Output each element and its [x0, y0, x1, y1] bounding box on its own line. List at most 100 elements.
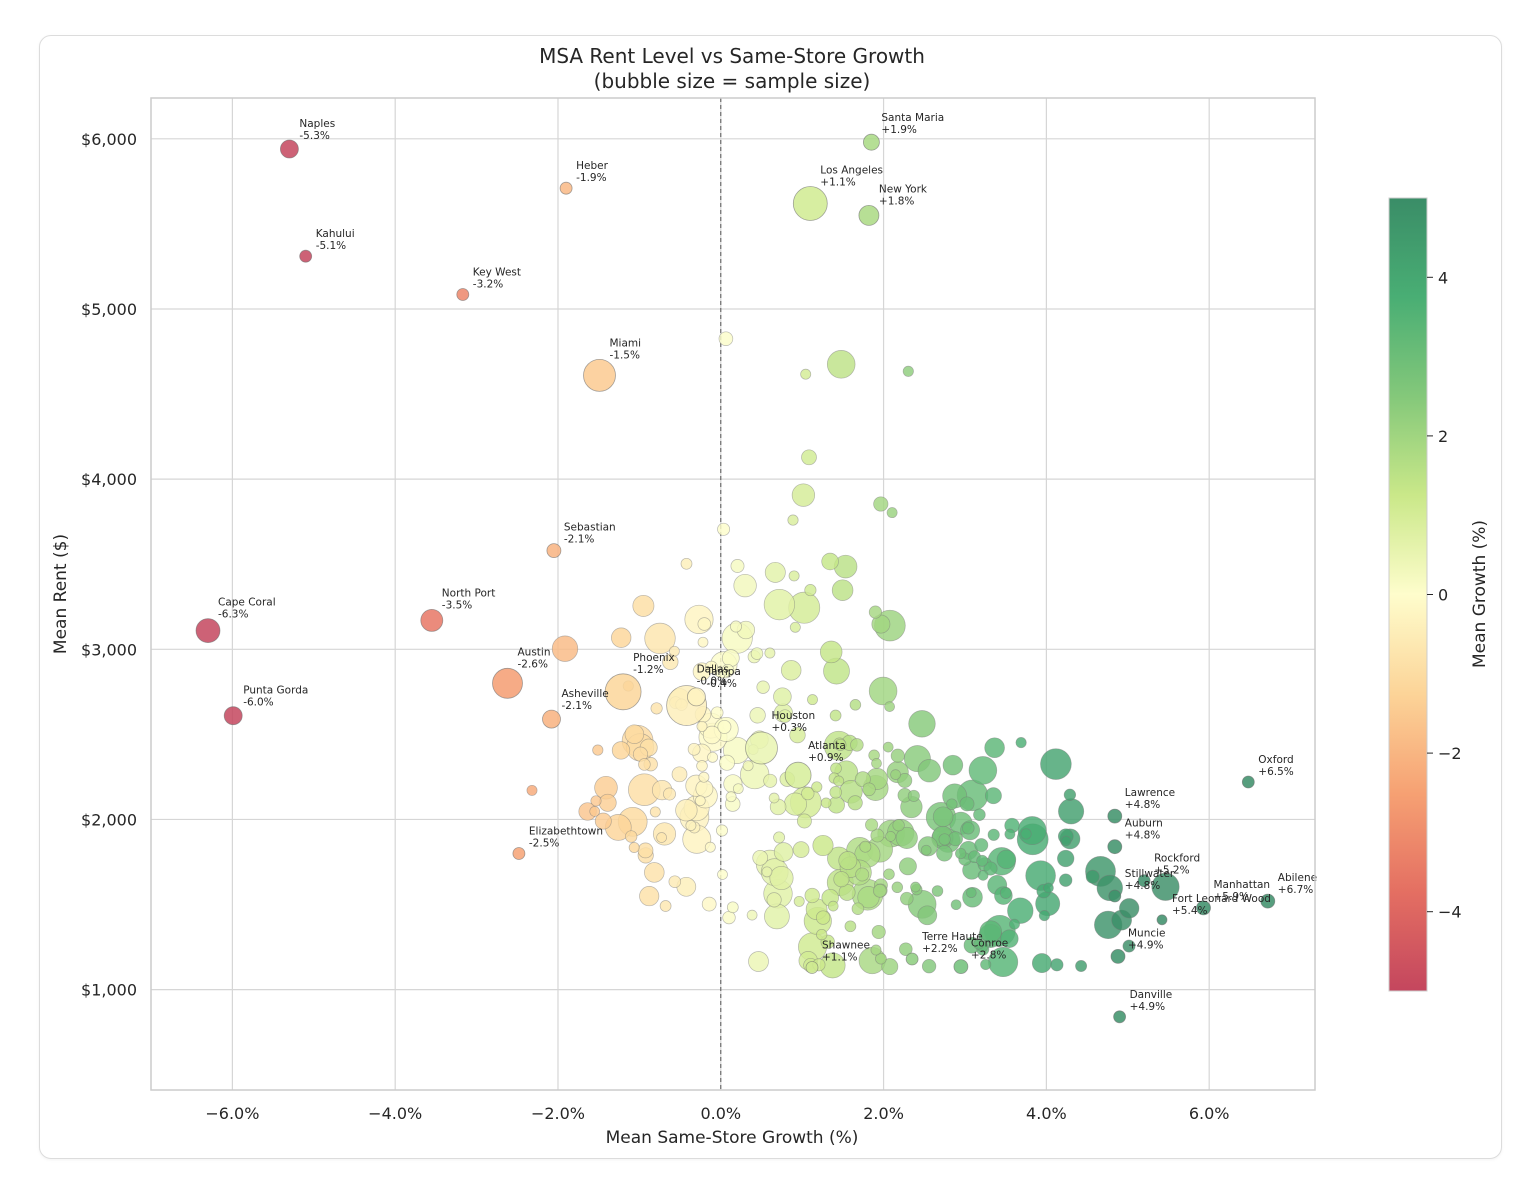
background-bubble — [800, 368, 812, 380]
background-bubble — [1043, 882, 1054, 894]
point-label-name: New York — [879, 183, 928, 195]
background-bubble — [1122, 939, 1136, 953]
point-label-name: Conroe — [971, 938, 1008, 950]
background-bubble — [707, 751, 719, 763]
background-bubble — [979, 920, 1002, 943]
point-label-name: Fort Leonard Wood — [1172, 893, 1271, 905]
background-bubble — [730, 620, 742, 633]
point-label-value: -0.0% — [697, 676, 727, 688]
background-bubble — [851, 902, 865, 915]
y-axis-label: Mean Rent ($) — [51, 534, 71, 654]
background-bubble — [801, 786, 815, 801]
background-bubble — [890, 769, 901, 780]
background-bubble — [883, 868, 895, 880]
background-bubble — [791, 483, 816, 507]
background-bubble — [1058, 798, 1085, 825]
background-bubble — [1031, 953, 1052, 974]
point-label-value: -0.4% — [706, 678, 736, 690]
background-bubble — [726, 901, 739, 914]
background-bubble — [959, 796, 975, 812]
background-bubble — [886, 507, 898, 519]
background-bubble — [1040, 748, 1072, 780]
background-bubble — [701, 896, 717, 912]
colorbar: −4 −2 0 2 4 Mean Growth (%) — [1388, 197, 1490, 992]
background-bubble — [862, 782, 876, 797]
background-bubble — [687, 742, 701, 756]
background-bubble — [742, 760, 754, 772]
background-bubble — [1059, 873, 1073, 887]
background-bubble — [815, 910, 831, 925]
background-bubble — [669, 645, 680, 657]
background-bubble — [756, 680, 770, 694]
background-bubble — [974, 838, 989, 853]
background-bubble — [624, 724, 645, 744]
point-label-value: +4.8% — [1125, 799, 1160, 811]
point-label-value: -5.3% — [299, 130, 329, 142]
background-bubble — [821, 552, 839, 571]
bubble-tampa — [687, 687, 706, 707]
colorbar-tick-label: 4 — [1438, 268, 1448, 287]
background-bubble — [725, 791, 737, 803]
point-label-value: +1.1% — [822, 952, 857, 964]
labeled-bubbles — [195, 133, 1276, 1024]
background-bubble — [722, 910, 736, 925]
background-bubble — [638, 758, 651, 771]
point-label-name: Auburn — [1125, 818, 1163, 830]
bubble-oxford — [1241, 775, 1255, 789]
background-bubble — [766, 892, 782, 908]
background-bubble — [793, 895, 805, 907]
point-label-value: +0.3% — [772, 722, 807, 734]
background-bubble — [1057, 849, 1075, 868]
background-bubble — [865, 818, 879, 832]
point-label-value: -6.0% — [243, 697, 273, 709]
point-label-name: Phoenix — [633, 652, 675, 664]
point-label-name: Muncie — [1128, 927, 1166, 939]
background-bubble — [920, 844, 932, 856]
background-bubble — [868, 676, 898, 706]
point-label-value: -2.6% — [518, 658, 548, 670]
x-axis-label: Mean Same-Store Growth (%) — [606, 1128, 859, 1148]
background-bubble — [749, 707, 766, 724]
background-bubble — [859, 840, 872, 853]
background-bubble — [932, 806, 954, 827]
bubble-abilene — [1260, 893, 1276, 909]
background-bubble — [829, 709, 842, 722]
point-label-value: -2.1% — [562, 700, 592, 712]
background-bubble — [895, 826, 918, 849]
bubble-sebastian — [546, 543, 562, 558]
point-label-name: Asheville — [562, 688, 609, 700]
point-label-name: Dallas — [697, 664, 729, 676]
background-bubble — [1085, 869, 1100, 884]
background-bubble — [838, 851, 858, 871]
background-bubble — [590, 795, 602, 807]
background-bubble — [900, 891, 914, 906]
background-bubble — [976, 854, 989, 867]
background-bubble — [780, 660, 802, 681]
background-bubble — [649, 806, 661, 818]
point-label-value: +5.9% — [1214, 891, 1249, 903]
background-bubble — [1063, 788, 1077, 801]
background-bubble — [668, 875, 682, 888]
background-bubble — [955, 847, 967, 860]
colorbar-tick-label: 0 — [1438, 586, 1448, 605]
background-bubble — [897, 773, 913, 788]
background-bubble — [716, 824, 728, 837]
y-tick-label: $1,000 — [81, 981, 137, 1000]
point-label-name: Tampa — [705, 666, 740, 678]
x-tick-label: −4.0% — [368, 1104, 422, 1123]
point-label-name: Key West — [473, 267, 521, 279]
background-bubble — [1060, 835, 1072, 847]
background-bubble — [589, 806, 601, 817]
y-tick-label: $4,000 — [81, 470, 137, 489]
background-bubble — [973, 938, 984, 950]
background-bubble — [694, 795, 706, 807]
background-bubble — [938, 833, 951, 846]
background-bubble — [831, 579, 854, 601]
background-bubble — [984, 737, 1005, 758]
background-bubble — [875, 952, 887, 965]
background-bubble — [721, 664, 735, 677]
background-bubble — [650, 702, 663, 715]
point-label-value: +4.9% — [1128, 939, 1163, 951]
point-label-value: +4.8% — [1125, 880, 1160, 892]
bubble-punta-gorda — [223, 706, 243, 726]
